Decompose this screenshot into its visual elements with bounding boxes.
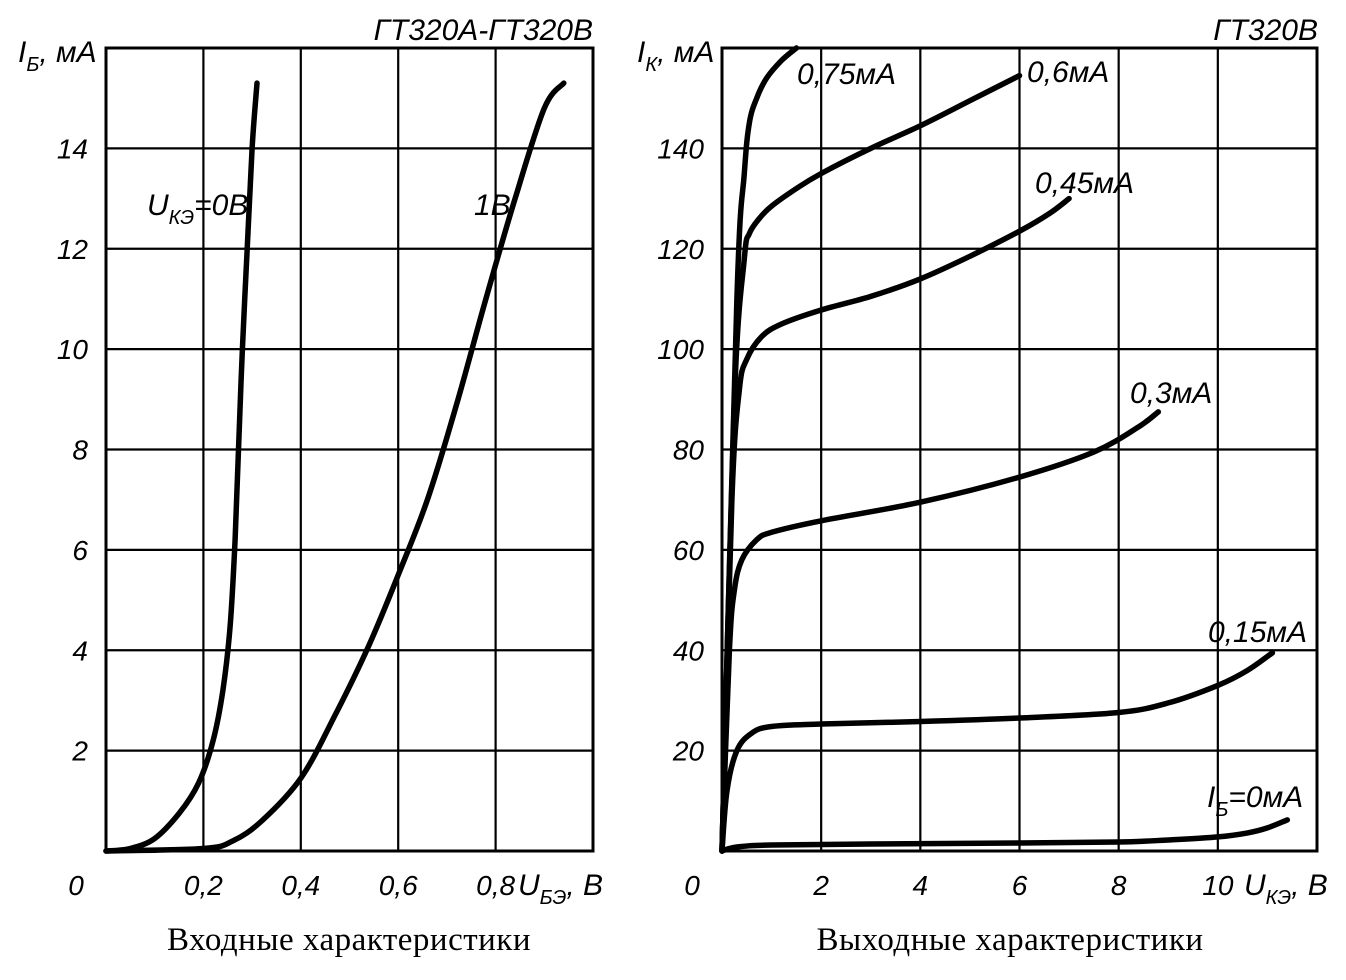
grid (722, 48, 1317, 851)
series-line (719, 72, 1023, 854)
y-tick-label: 20 (672, 736, 705, 767)
x-tick-label: 0,2 (184, 870, 223, 901)
chart-panel-1: 2 4 6 8 10 12 14 0,2 0,4 0,6 0,8 0 ГТ320А-ГТ320В IБ, … (18, 14, 603, 958)
series-label: 0,75мА (797, 58, 896, 91)
series-label: IБ=0мА (1207, 781, 1303, 821)
series-label: 0,6мА (1027, 56, 1109, 89)
x-tick-label: 4 (913, 870, 929, 901)
series-line (719, 409, 1162, 854)
x-tick-label: 10 (1202, 870, 1234, 901)
grid (106, 48, 593, 851)
chart-caption: Выходные характеристики (816, 922, 1203, 958)
series-line (103, 80, 260, 854)
y-tick-label: 140 (657, 133, 704, 164)
chart-caption: Входные характеристики (167, 922, 531, 958)
x-tick-label: 2 (812, 870, 829, 901)
y-tick-label: 8 (72, 435, 88, 466)
series-label: 1В (474, 189, 511, 222)
x-axis-label: UКЭ, В (1244, 869, 1328, 909)
series-line (103, 80, 567, 854)
plot-frame (104, 46, 595, 853)
x-axis-label: UБЭ, В (518, 869, 603, 909)
y-tick-label: 4 (72, 635, 88, 666)
y-tick-label: 40 (673, 635, 705, 666)
plot-frame (720, 46, 1319, 853)
series-label: 0,15мА (1208, 616, 1307, 649)
x-tick-label: 8 (1111, 870, 1127, 901)
y-tick-label: 10 (57, 334, 89, 365)
y-tick-label: 120 (657, 234, 704, 265)
origin-label: 0 (68, 870, 84, 901)
y-tick-label: 12 (57, 234, 89, 265)
series-line (719, 45, 800, 854)
y-tick-label: 6 (72, 535, 88, 566)
series-line (719, 817, 1291, 854)
y-tick-label: 100 (657, 334, 704, 365)
y-axis-label: IБ, мА (18, 36, 97, 76)
x-tick-label: 0,4 (281, 870, 320, 901)
series-label: 0,3мА (1130, 377, 1212, 410)
origin-label: 0 (684, 870, 700, 901)
x-tick-label: 6 (1012, 870, 1028, 901)
chart-title: ГТ320А-ГТ320В (374, 14, 593, 47)
y-tick-label: 60 (673, 535, 705, 566)
chart-title: ГТ320В (1213, 14, 1318, 47)
y-axis-label: IК, мА (637, 36, 714, 76)
x-tick-label: 0,8 (476, 870, 515, 901)
y-tick-label: 14 (57, 133, 88, 164)
y-tick-label: 80 (673, 435, 705, 466)
series-line (719, 650, 1276, 854)
x-tick-label: 0,6 (379, 870, 418, 901)
series-label: UКЭ=0В (147, 189, 248, 229)
y-tick-label: 2 (71, 736, 88, 767)
series-label: 0,45мА (1035, 167, 1134, 200)
series-line (719, 195, 1072, 854)
